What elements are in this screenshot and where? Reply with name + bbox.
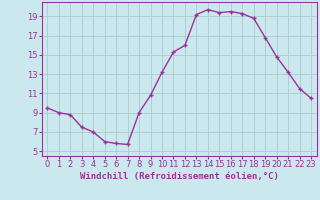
X-axis label: Windchill (Refroidissement éolien,°C): Windchill (Refroidissement éolien,°C) <box>80 172 279 181</box>
